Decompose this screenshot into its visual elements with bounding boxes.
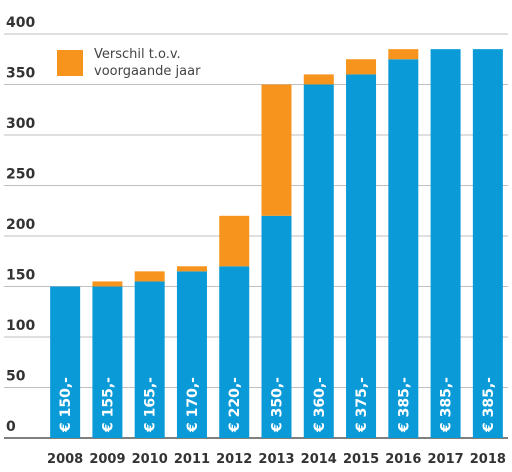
x-tick-label: 2014 <box>301 452 337 467</box>
bar-base-2008 <box>50 286 81 438</box>
bars: € 150,- € 155,- € 165,- € 170,- € 220,- € 350… <box>50 49 503 439</box>
x-tick-label: 2013 <box>258 452 294 467</box>
bar-base-2010 <box>134 281 165 438</box>
x-axis-ticks: 2008 2009 2010 2011 2012 2013 2014 2015 2016 2017… <box>47 452 506 467</box>
y-tick-label: 150 <box>6 268 35 284</box>
x-tick-label: 2015 <box>343 452 379 467</box>
bar-value-label: € 150,- <box>58 377 74 433</box>
bar-base-2009 <box>92 286 123 438</box>
legend-swatch <box>57 50 83 76</box>
bar-diff-2016 <box>388 49 419 60</box>
bar-value-label: € 385,- <box>396 377 412 433</box>
bar-base-2014 <box>303 84 334 438</box>
bar-base-2016 <box>388 59 419 438</box>
bar-diff-2015 <box>346 59 377 75</box>
legend-label-line-1: Verschil t.o.v. <box>94 47 181 62</box>
legend-label-line-2: voorgaande jaar <box>94 64 201 79</box>
y-tick-label: 400 <box>6 15 35 31</box>
bar-base-2012 <box>219 266 250 438</box>
y-tick-label: 100 <box>6 318 35 334</box>
bar-base-2011 <box>176 271 207 438</box>
bar-base-2017 <box>430 49 461 439</box>
x-tick-label: 2010 <box>132 452 168 467</box>
x-tick-label: 2009 <box>89 452 125 467</box>
bar-value-label: € 385,- <box>481 377 497 433</box>
bar-diff-2013 <box>261 84 292 216</box>
x-tick-label: 2012 <box>216 452 252 467</box>
bar-value-label: € 220,- <box>227 377 243 433</box>
y-tick-label: 200 <box>6 217 35 233</box>
bar-diff-2011 <box>176 266 207 272</box>
x-tick-label: 2018 <box>470 452 506 467</box>
y-tick-label: 350 <box>6 66 35 82</box>
bar-base-2018 <box>472 49 503 439</box>
bar-value-label: € 165,- <box>143 377 159 433</box>
legend: Verschil t.o.v. voorgaande jaar <box>57 47 201 79</box>
bar-value-label: € 170,- <box>185 377 201 433</box>
x-tick-label: 2008 <box>47 452 83 467</box>
bar-diff-2009 <box>92 281 123 287</box>
bar-base-2013 <box>261 215 292 438</box>
y-tick-label: 50 <box>6 369 26 385</box>
bar-diff-2012 <box>219 215 250 267</box>
bar-diff-2010 <box>134 271 165 282</box>
x-tick-label: 2016 <box>385 452 421 467</box>
y-tick-label: 250 <box>6 167 35 183</box>
y-axis-ticks: 0 50 100 150 200 250 300 350 400 <box>6 15 35 435</box>
bar-value-label: € 385,- <box>439 377 455 433</box>
bar-diff-2014 <box>303 74 334 85</box>
bar-base-2015 <box>346 74 377 439</box>
y-tick-label: 0 <box>6 419 16 435</box>
bar-value-label: € 360,- <box>312 377 328 433</box>
grid-lines <box>4 33 508 439</box>
y-tick-label: 300 <box>6 116 35 132</box>
bar-value-label: € 375,- <box>354 377 370 433</box>
x-tick-label: 2017 <box>427 452 463 467</box>
bar-value-label: € 350,- <box>270 377 286 433</box>
x-tick-label: 2011 <box>174 452 210 467</box>
bar-value-label: € 155,- <box>100 377 116 433</box>
